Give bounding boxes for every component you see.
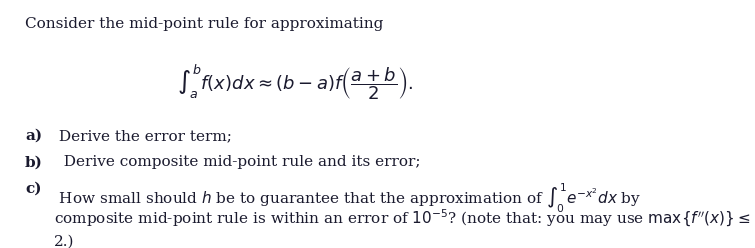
Text: composite mid-point rule is within an error of $10^{-5}$? (note that: you may us: composite mid-point rule is within an er…	[54, 208, 750, 229]
Text: b): b)	[25, 155, 43, 169]
Text: 2.): 2.)	[54, 234, 75, 248]
Text: c): c)	[25, 182, 42, 196]
Text: a): a)	[25, 129, 42, 143]
Text: $\int_a^b f(x)dx \approx (b-a)f\left(\dfrac{a+b}{2}\right).$: $\int_a^b f(x)dx \approx (b-a)f\left(\df…	[177, 63, 414, 103]
Text: How small should $h$ be to guarantee that the approximation of $\int_0^1 e^{-x^2: How small should $h$ be to guarantee tha…	[54, 182, 642, 215]
Text: Derive composite mid-point rule and its error;: Derive composite mid-point rule and its …	[54, 155, 421, 169]
Text: Derive the error term;: Derive the error term;	[54, 129, 233, 143]
Text: Consider the mid-point rule for approximating: Consider the mid-point rule for approxim…	[25, 17, 384, 31]
